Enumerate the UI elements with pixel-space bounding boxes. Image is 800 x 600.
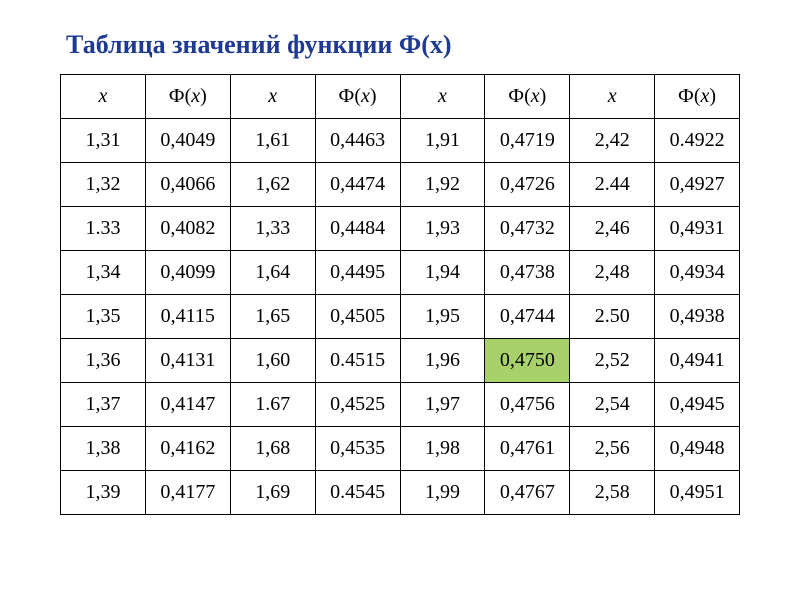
table-cell: 0,4066 <box>145 163 230 207</box>
table-cell: 0,4484 <box>315 207 400 251</box>
table-cell: 1,31 <box>61 119 146 163</box>
table-cell: 0,4162 <box>145 427 230 471</box>
table-cell: 2,58 <box>570 471 655 515</box>
table-cell: 1,34 <box>61 251 146 295</box>
table-cell: 2,42 <box>570 119 655 163</box>
table-cell: 0,4147 <box>145 383 230 427</box>
table-cell: 1,62 <box>230 163 315 207</box>
header-row: xФ(x)xФ(x)xФ(x)xФ(x) <box>61 75 740 119</box>
table-row: 1,380,41621,680,45351,980,47612,560,4948 <box>61 427 740 471</box>
table-cell: 1,32 <box>61 163 146 207</box>
table-cell: 0,4744 <box>485 295 570 339</box>
header-cell-4: x <box>400 75 485 119</box>
table-cell: 1,61 <box>230 119 315 163</box>
header-cell-2: x <box>230 75 315 119</box>
table-cell: 0,4951 <box>655 471 740 515</box>
table-cell: 0,4719 <box>485 119 570 163</box>
table-cell: 0,4767 <box>485 471 570 515</box>
title-text: Таблица значений функции Ф(x) <box>66 30 452 59</box>
table-cell: 0,4474 <box>315 163 400 207</box>
table-cell: 1,98 <box>400 427 485 471</box>
table-cell: 0,4115 <box>145 295 230 339</box>
table-cell: 1,94 <box>400 251 485 295</box>
table-cell: 2.50 <box>570 295 655 339</box>
table-cell: 1.67 <box>230 383 315 427</box>
table-cell: 0,4049 <box>145 119 230 163</box>
table-cell: 0,4505 <box>315 295 400 339</box>
table-cell: 0,4948 <box>655 427 740 471</box>
header-cell-5: Ф(x) <box>485 75 570 119</box>
table-cell: 1,64 <box>230 251 315 295</box>
table-cell: 0,4938 <box>655 295 740 339</box>
table-cell: 1,68 <box>230 427 315 471</box>
table-row: 1.330,40821,330,44841,930,47322,460,4931 <box>61 207 740 251</box>
table-cell: 0,4934 <box>655 251 740 295</box>
table-row: 1,340,40991,640,44951,940,47382,480,4934 <box>61 251 740 295</box>
table-cell: 1,60 <box>230 339 315 383</box>
table-cell: 2,52 <box>570 339 655 383</box>
table-cell: 1,38 <box>61 427 146 471</box>
table-row: 1,350,41151,650,45051,950,47442.500,4938 <box>61 295 740 339</box>
table-cell: 0,4927 <box>655 163 740 207</box>
table-cell: 0,4463 <box>315 119 400 163</box>
table-row: 1,360,41311,600.45151,960,47502,520,4941 <box>61 339 740 383</box>
table-cell: 1,96 <box>400 339 485 383</box>
table-cell: 0,4082 <box>145 207 230 251</box>
table-cell: 0,4535 <box>315 427 400 471</box>
table-cell: 0,4941 <box>655 339 740 383</box>
table-cell: 0,4750 <box>485 339 570 383</box>
table-header: xФ(x)xФ(x)xФ(x)xФ(x) <box>61 75 740 119</box>
table-cell: 0,4131 <box>145 339 230 383</box>
table-body: 1,310,40491,610,44631,910,47192,420.4922… <box>61 119 740 515</box>
table-cell: 0,4525 <box>315 383 400 427</box>
table-cell: 2,48 <box>570 251 655 295</box>
table-cell: 1,65 <box>230 295 315 339</box>
table-cell: 1.33 <box>61 207 146 251</box>
table-row: 1,320,40661,620,44741,920,47262.440,4927 <box>61 163 740 207</box>
table-cell: 0,4732 <box>485 207 570 251</box>
table-cell: 1,69 <box>230 471 315 515</box>
phi-function-table: xФ(x)xФ(x)xФ(x)xФ(x) 1,310,40491,610,446… <box>60 74 740 515</box>
table-cell: 1,37 <box>61 383 146 427</box>
table-cell: 0,4756 <box>485 383 570 427</box>
table-cell: 0,4761 <box>485 427 570 471</box>
header-cell-6: x <box>570 75 655 119</box>
header-cell-0: x <box>61 75 146 119</box>
table-cell: 0,4738 <box>485 251 570 295</box>
table-cell: 1,99 <box>400 471 485 515</box>
table-cell: 0.4545 <box>315 471 400 515</box>
table-cell: 0,4177 <box>145 471 230 515</box>
table-cell: 1,91 <box>400 119 485 163</box>
header-cell-7: Ф(x) <box>655 75 740 119</box>
table-row: 1,390,41771,690.45451,990,47672,580,4951 <box>61 471 740 515</box>
table-cell: 1,92 <box>400 163 485 207</box>
table-cell: 0,4495 <box>315 251 400 295</box>
table-title: Таблица значений функции Ф(x) <box>60 30 740 60</box>
table-cell: 0,4726 <box>485 163 570 207</box>
table-cell: 0,4931 <box>655 207 740 251</box>
table-cell: 1,35 <box>61 295 146 339</box>
table-row: 1,310,40491,610,44631,910,47192,420.4922 <box>61 119 740 163</box>
table-cell: 0.4515 <box>315 339 400 383</box>
table-cell: 2,54 <box>570 383 655 427</box>
table-cell: 1,95 <box>400 295 485 339</box>
table-cell: 2,56 <box>570 427 655 471</box>
table-row: 1,370,41471.670,45251,970,47562,540,4945 <box>61 383 740 427</box>
table-cell: 0.4922 <box>655 119 740 163</box>
table-cell: 1,93 <box>400 207 485 251</box>
table-cell: 0,4099 <box>145 251 230 295</box>
table-cell: 2,46 <box>570 207 655 251</box>
table-cell: 1,39 <box>61 471 146 515</box>
header-cell-1: Ф(x) <box>145 75 230 119</box>
table-cell: 1,97 <box>400 383 485 427</box>
table-cell: 1,33 <box>230 207 315 251</box>
table-cell: 1,36 <box>61 339 146 383</box>
header-cell-3: Ф(x) <box>315 75 400 119</box>
table-cell: 0,4945 <box>655 383 740 427</box>
table-cell: 2.44 <box>570 163 655 207</box>
